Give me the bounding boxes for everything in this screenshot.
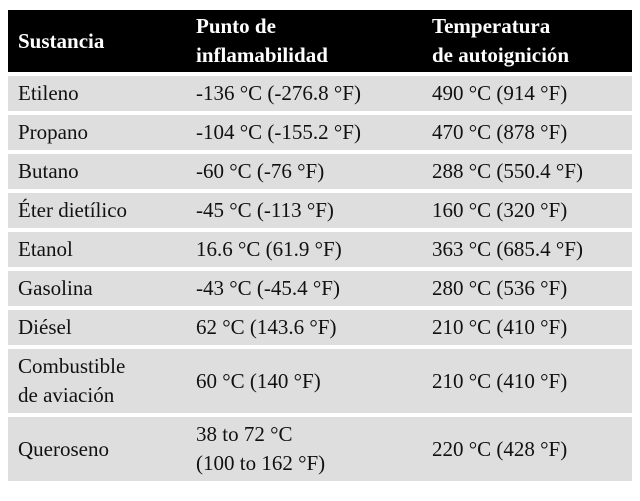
header-cell: Sustancia — [8, 10, 186, 72]
table-cell: -43 °C (-45.4 °F) — [186, 271, 422, 306]
table-cell: 470 °C (878 °F) — [422, 115, 632, 150]
table-cell: 62 °C (143.6 °F) — [186, 310, 422, 345]
table-cell: 38 to 72 °C (100 to 162 °F) — [186, 417, 422, 481]
header-cell: Temperatura de autoignición — [422, 10, 632, 72]
table-cell: -45 °C (-113 °F) — [186, 193, 422, 228]
table-row: Propano -104 °C (-155.2 °F) 470 °C (878 °F… — [8, 115, 632, 150]
table-cell: 490 °C (914 °F) — [422, 76, 632, 111]
table-row: Queroseno 38 to 72 °C (100 to 162 °F) 220 … — [8, 417, 632, 481]
table-cell: Etileno — [8, 76, 186, 111]
table-row: Etileno -136 °C (-276.8 °F) 490 °C (914 °F… — [8, 76, 632, 111]
table-row: Éter dietílico -45 °C (-113 °F) 160 °C (32… — [8, 193, 632, 228]
table-cell: Queroseno — [8, 417, 186, 481]
table-row: Butano -60 °C (-76 °F) 288 °C (550.4 °F) — [8, 154, 632, 189]
table-cell: Gasolina — [8, 271, 186, 306]
table-row: Gasolina -43 °C (-45.4 °F) 280 °C (536 °F) — [8, 271, 632, 306]
table-cell: Propano — [8, 115, 186, 150]
table-cell: Butano — [8, 154, 186, 189]
table-cell: 210 °C (410 °F) — [422, 310, 632, 345]
header-cell: Punto de inflamabilidad — [186, 10, 422, 72]
table-cell: Diésel — [8, 310, 186, 345]
header-row: Sustancia Punto de inflamabilidad Temper… — [8, 10, 632, 72]
table-cell: 16.6 °C (61.9 °F) — [186, 232, 422, 267]
table-cell: Etanol — [8, 232, 186, 267]
table-cell: -136 °C (-276.8 °F) — [186, 76, 422, 111]
table-cell: 160 °C (320 °F) — [422, 193, 632, 228]
table-cell: 363 °C (685.4 °F) — [422, 232, 632, 267]
table: Sustancia Punto de inflamabilidad Temper… — [8, 6, 632, 485]
table-cell: 280 °C (536 °F) — [422, 271, 632, 306]
table-cell: Combustible de aviación — [8, 349, 186, 413]
table-row: Etanol 16.6 °C (61.9 °F) 363 °C (685.4 °F) — [8, 232, 632, 267]
table-cell: 60 °C (140 °F) — [186, 349, 422, 413]
table-cell: 288 °C (550.4 °F) — [422, 154, 632, 189]
table-row: Diésel 62 °C (143.6 °F) 210 °C (410 °F) — [8, 310, 632, 345]
table-row: Combustible de aviación 60 °C (140 °F) 210… — [8, 349, 632, 413]
table-cell: -60 °C (-76 °F) — [186, 154, 422, 189]
table-cell: 210 °C (410 °F) — [422, 349, 632, 413]
table-cell: Éter dietílico — [8, 193, 186, 228]
table-body: Etileno -136 °C (-276.8 °F) 490 °C (914 °F… — [8, 76, 632, 481]
table-cell: 220 °C (428 °F) — [422, 417, 632, 481]
table-cell: -104 °C (-155.2 °F) — [186, 115, 422, 150]
